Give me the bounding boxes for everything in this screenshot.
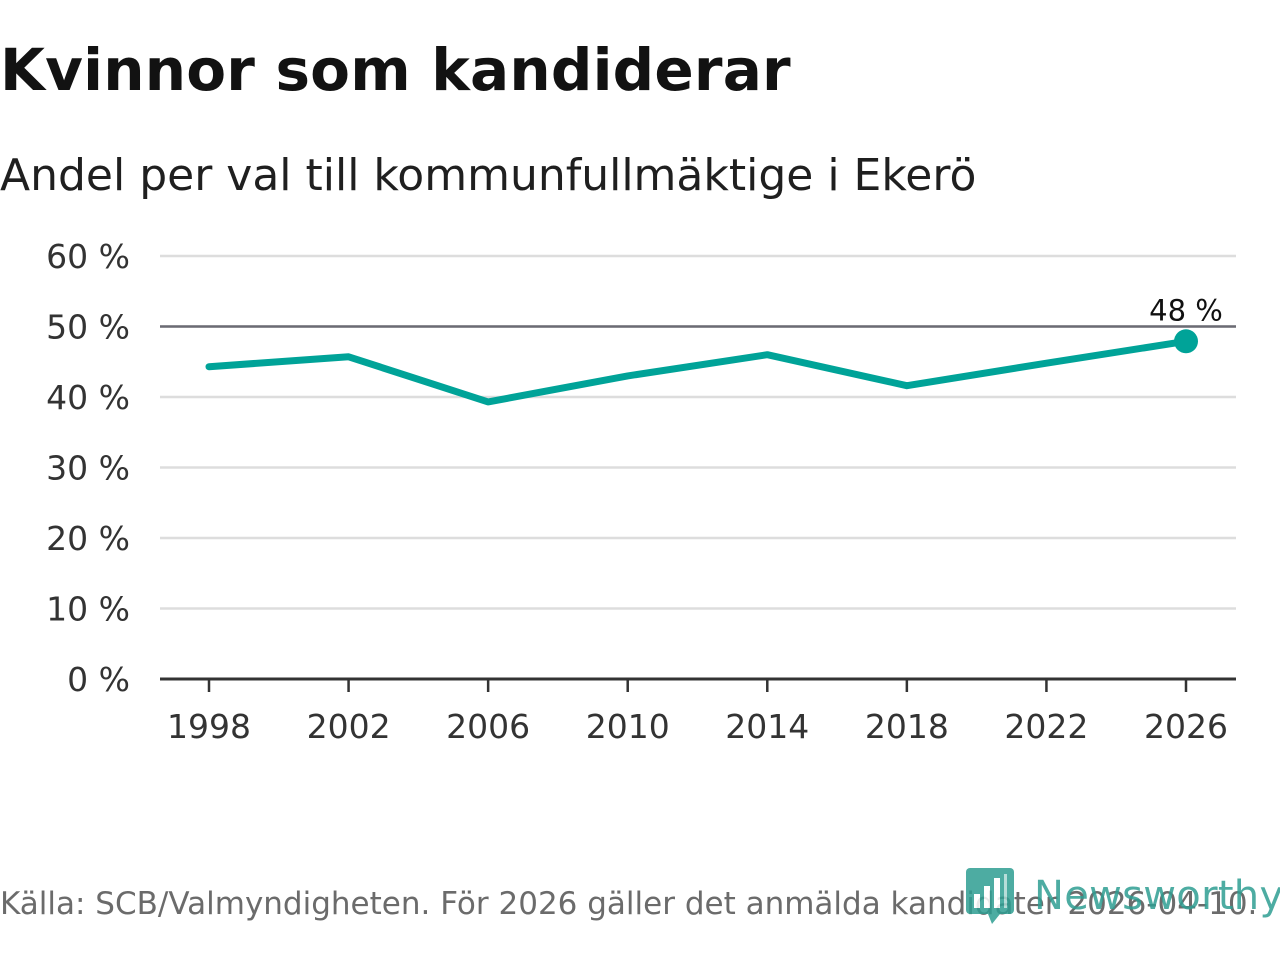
x-tick-label: 1998 (167, 707, 251, 746)
y-axis-labels: 0 % 10 % 20 % 30 % 40 % 50 % 60 % (46, 237, 130, 699)
chart-subtitle: Andel per val till kommunfullmäktige i E… (0, 150, 977, 201)
source-note: Källa: SCB/Valmyndigheten. För 2026 gäll… (0, 886, 1258, 922)
bar-chart-logo-icon (966, 868, 1014, 924)
grid-lines (160, 254, 1236, 610)
x-tick-label: 2018 (865, 707, 949, 746)
y-tick-label: 60 % (46, 237, 130, 276)
chart-title: Kvinnor som kandiderar (0, 36, 791, 104)
y-tick-label: 0 % (67, 660, 130, 699)
annotation-group: 48 % (1146, 290, 1226, 354)
series-line (205, 337, 1190, 406)
end-value-label: 48 % (1149, 293, 1223, 327)
y-tick-label: 50 % (46, 308, 130, 347)
x-tick-label: 2014 (725, 707, 809, 746)
y-tick-label: 40 % (46, 378, 130, 417)
newsworthy-logo: Newsworthy (966, 864, 1280, 928)
y-tick-label: 20 % (46, 519, 130, 558)
x-axis (160, 677, 1236, 692)
x-tick-label: 2006 (446, 707, 530, 746)
brand-name: Newsworthy (1034, 873, 1280, 919)
end-point-marker (1174, 329, 1198, 354)
x-axis-labels: 1998 2002 2006 2010 2014 2018 2022 2026 (167, 707, 1228, 746)
y-tick-label: 10 % (46, 590, 130, 629)
x-tick-label: 2002 (307, 707, 391, 746)
x-tick-label: 2026 (1144, 707, 1228, 746)
x-tick-label: 2010 (586, 707, 670, 746)
y-tick-label: 30 % (46, 449, 130, 488)
x-tick-label: 2022 (1004, 707, 1088, 746)
series-group (205, 337, 1190, 406)
